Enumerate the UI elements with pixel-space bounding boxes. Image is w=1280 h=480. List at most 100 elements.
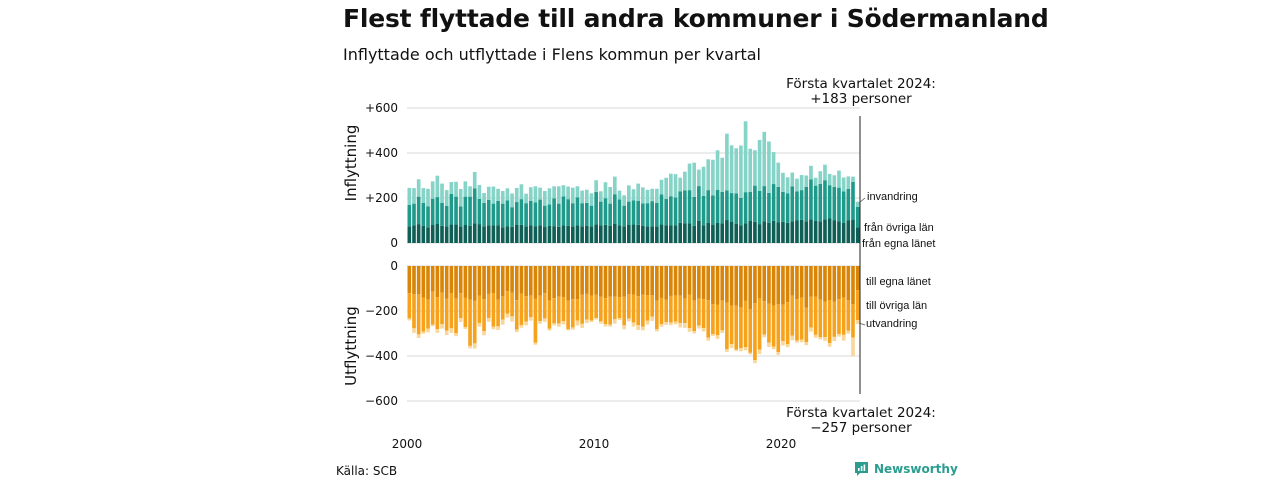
out-bar-utvandring — [477, 322, 482, 327]
out-bar-utvandring — [837, 333, 841, 337]
in-bar-invandring — [631, 189, 636, 201]
in-bar-från-egna-länet — [528, 225, 533, 243]
out-bar-till-egna-länet — [566, 266, 570, 301]
in-bar-från-övriga-län — [692, 196, 697, 226]
ytick-bottom-0: 0 — [390, 259, 398, 273]
in-bar-invandring — [762, 131, 767, 187]
in-bar-invandring — [636, 183, 640, 201]
annotation-bottom-line2: −257 personer — [810, 420, 912, 436]
out-bar-till-övriga-län — [491, 293, 496, 327]
out-bar-utvandring — [743, 347, 748, 351]
out-bar-till-egna-länet — [594, 266, 598, 295]
in-bar-från-egna-länet — [570, 226, 575, 243]
out-bar-till-övriga-län — [827, 299, 832, 344]
out-bar-till-egna-länet — [440, 266, 444, 293]
out-bar-utvandring — [734, 349, 739, 352]
in-bar-invandring — [444, 190, 449, 206]
in-bar-från-övriga-län — [827, 185, 832, 219]
in-bar-från-egna-länet — [617, 225, 622, 243]
out-bar-utvandring — [832, 336, 837, 342]
out-bar-till-egna-länet — [711, 266, 715, 305]
out-bar-utvandring — [458, 318, 463, 323]
out-bar-utvandring — [706, 337, 711, 341]
in-bar-från-övriga-län — [566, 199, 570, 226]
out-bar-utvandring — [664, 322, 669, 325]
out-bar-till-övriga-län — [482, 299, 486, 332]
out-bar-till-egna-länet — [771, 266, 776, 306]
in-bar-invandring — [739, 145, 743, 198]
out-bar-till-egna-länet — [575, 266, 580, 300]
out-bar-till-övriga-län — [711, 304, 715, 335]
in-bar-från-egna-länet — [701, 225, 706, 243]
in-bar-från-egna-länet — [627, 225, 631, 243]
out-bar-utvandring — [692, 331, 697, 334]
xtick-2000: 2000 — [392, 437, 423, 451]
in-bar-invandring — [851, 176, 855, 182]
out-bar-till-egna-länet — [776, 266, 781, 305]
in-bar-från-egna-länet — [421, 225, 426, 243]
out-bar-till-egna-länet — [533, 266, 538, 299]
out-bar-till-övriga-län — [729, 305, 734, 345]
in-bar-invandring — [528, 187, 533, 201]
in-bar-invandring — [556, 186, 561, 204]
out-bar-till-övriga-län — [514, 300, 519, 330]
in-bar-invandring — [627, 185, 631, 202]
in-bar-från-egna-länet — [556, 226, 561, 243]
in-bar-från-övriga-län — [841, 191, 846, 223]
in-bar-från-övriga-län — [790, 186, 795, 222]
in-bar-från-egna-länet — [444, 226, 449, 243]
in-bar-från-övriga-län — [491, 203, 496, 226]
in-bar-från-övriga-län — [561, 196, 566, 226]
out-bar-till-övriga-län — [725, 302, 729, 350]
in-bar-invandring — [678, 177, 683, 192]
y-axis-label-utflyttning: Utflyttning — [342, 306, 360, 386]
in-bar-invandring — [477, 184, 482, 199]
out-bar-till-övriga-län — [659, 297, 664, 325]
out-bar-till-övriga-län — [692, 300, 697, 332]
out-bar-till-egna-länet — [477, 266, 482, 296]
in-bar-från-övriga-län — [687, 190, 692, 224]
in-bar-från-övriga-län — [631, 200, 636, 225]
out-bar-till-egna-länet — [570, 266, 575, 300]
in-bar-från-övriga-län — [416, 196, 421, 225]
out-bar-utvandring — [496, 326, 500, 330]
out-bar-utvandring — [547, 328, 552, 331]
in-bar-från-övriga-län — [627, 201, 631, 225]
in-bar-invandring — [748, 148, 753, 192]
in-bar-från-egna-länet — [412, 225, 416, 243]
out-bar-utvandring — [510, 316, 514, 322]
in-bar-invandring — [683, 171, 687, 191]
in-bar-invandring — [547, 188, 552, 205]
out-bar-utvandring — [416, 334, 421, 338]
out-bar-utvandring — [757, 349, 762, 354]
out-bar-utvandring — [533, 342, 538, 345]
out-bar-till-övriga-län — [542, 293, 547, 319]
out-bar-till-övriga-län — [561, 297, 566, 322]
in-bar-från-övriga-län — [795, 191, 799, 221]
out-bar-utvandring — [851, 337, 855, 357]
in-bar-från-övriga-län — [421, 202, 426, 226]
in-bar-från-övriga-län — [697, 186, 701, 221]
in-bar-från-övriga-län — [823, 180, 827, 220]
in-bar-från-egna-länet — [477, 224, 482, 243]
out-bar-till-egna-länet — [542, 266, 547, 294]
out-bar-utvandring — [809, 327, 813, 332]
out-bar-utvandring — [655, 329, 659, 332]
out-bar-till-egna-länet — [743, 266, 748, 301]
in-bar-invandring — [823, 164, 827, 181]
in-bar-från-övriga-län — [617, 199, 622, 226]
in-bar-från-egna-länet — [767, 222, 771, 243]
in-bar-från-egna-länet — [449, 224, 454, 243]
in-bar-invandring — [841, 177, 846, 192]
in-bar-från-övriga-län — [575, 197, 580, 226]
in-bar-från-övriga-län — [804, 186, 809, 222]
out-bar-till-egna-länet — [458, 266, 463, 294]
in-bar-från-egna-länet — [463, 225, 468, 243]
in-bar-från-egna-länet — [809, 219, 813, 244]
out-bar-till-övriga-län — [570, 299, 575, 328]
out-bar-till-egna-länet — [444, 266, 449, 299]
out-bar-till-egna-länet — [454, 266, 458, 299]
ytick-bottom-200: −200 — [365, 304, 398, 318]
out-bar-till-egna-länet — [617, 266, 622, 298]
brand-logo[interactable]: Newsworthy — [854, 461, 958, 477]
